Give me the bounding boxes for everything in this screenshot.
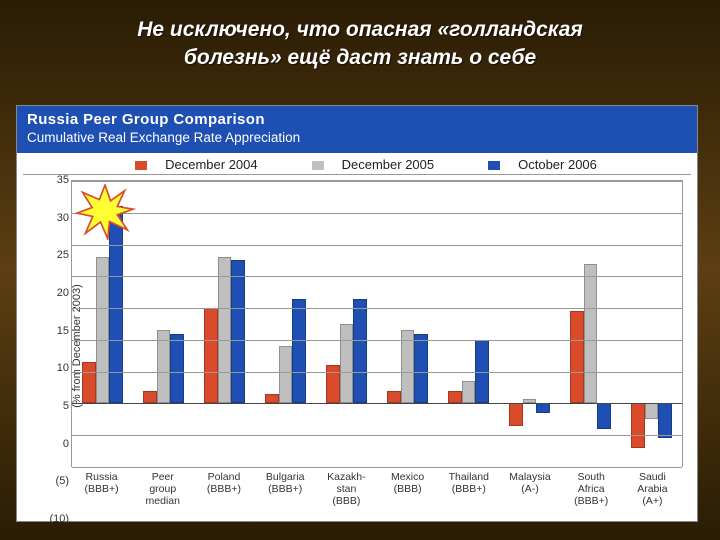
bar (204, 308, 217, 403)
x-axis-labels: Russia(BBB+)PeergroupmedianPoland(BBB+)B… (71, 469, 683, 515)
y-tick-label: (10) (45, 513, 69, 525)
x-tick-label: Mexico(BBB) (377, 471, 438, 495)
chart-panel: Russia Peer Group Comparison Cumulative … (16, 105, 698, 522)
legend-swatch (312, 161, 324, 170)
x-tick-label: Bulgaria(BBB+) (255, 471, 316, 495)
x-tick-label: Peergroupmedian (132, 471, 193, 507)
bar (143, 391, 156, 404)
bar-group (133, 181, 194, 467)
y-tick-label: 15 (45, 325, 69, 337)
gridline (72, 467, 682, 468)
gridline (72, 372, 682, 373)
gridline (72, 276, 682, 277)
bar (292, 299, 305, 404)
legend-item: December 2004 (117, 157, 258, 172)
bar (170, 334, 183, 404)
gridline (72, 403, 682, 404)
bar-group (560, 181, 621, 467)
bar-group (377, 181, 438, 467)
slide-title-line1: Не исключено, что опасная «голландская (60, 16, 660, 44)
x-tick-label: Russia(BBB+) (71, 471, 132, 495)
x-tick-label: Thailand(BBB+) (438, 471, 499, 495)
bar (509, 403, 522, 425)
x-tick-label: Kazakh-stan(BBB) (316, 471, 377, 507)
bar (448, 391, 461, 404)
bar-group (194, 181, 255, 467)
y-tick-label: (5) (45, 475, 69, 487)
plot-area (71, 180, 683, 467)
gridline (72, 340, 682, 341)
x-tick-label: SouthAfrica(BBB+) (561, 471, 622, 507)
gridline (72, 435, 682, 436)
bar (631, 403, 644, 447)
legend-swatch (488, 161, 500, 170)
y-tick-label: 10 (45, 362, 69, 374)
y-tick-label: 30 (45, 212, 69, 224)
gridline (72, 213, 682, 214)
x-tick-label: SaudiArabia(A+) (622, 471, 683, 507)
legend-item: October 2006 (470, 157, 597, 172)
bar (218, 257, 231, 403)
chart-legend: December 2004 December 2005 October 2006 (23, 153, 691, 175)
bar (645, 403, 658, 419)
bar (536, 403, 549, 413)
chart-area: (% from December 2003) Russia(BBB+)Peerg… (23, 176, 691, 515)
starburst-icon (73, 184, 137, 240)
y-tick-label: 20 (45, 287, 69, 299)
bar (157, 330, 170, 403)
bar (597, 403, 610, 428)
bar (265, 394, 278, 404)
bar (387, 391, 400, 404)
x-tick-label: Poland(BBB+) (193, 471, 254, 495)
bar (570, 311, 583, 403)
bar-group (255, 181, 316, 467)
bar (340, 324, 353, 403)
gridline (72, 181, 682, 182)
x-tick-label: Malaysia(A-) (499, 471, 560, 495)
panel-header: Russia Peer Group Comparison Cumulative … (17, 106, 697, 153)
bar (462, 381, 475, 403)
gridline (72, 245, 682, 246)
y-tick-label: 35 (45, 174, 69, 186)
bar (82, 362, 95, 403)
legend-swatch (135, 161, 147, 170)
y-tick-label: 0 (45, 438, 69, 450)
bar (96, 257, 109, 403)
y-tick-label: 25 (45, 249, 69, 261)
slide-title-line2: болезнь» ещё даст знать о себе (60, 44, 660, 72)
bar (658, 403, 671, 438)
bar-group (499, 181, 560, 467)
bar-group (438, 181, 499, 467)
panel-subheading: Cumulative Real Exchange Rate Appreciati… (27, 130, 687, 147)
bar (401, 330, 414, 403)
panel-heading: Russia Peer Group Comparison (27, 111, 687, 130)
bar-group (621, 181, 682, 467)
y-tick-label: 5 (45, 400, 69, 412)
bar (584, 264, 597, 404)
legend-item: December 2005 (294, 157, 435, 172)
bar (231, 260, 244, 403)
bar (414, 334, 427, 404)
gridline (72, 308, 682, 309)
bar (279, 346, 292, 403)
bar-group (316, 181, 377, 467)
bar (353, 299, 366, 404)
